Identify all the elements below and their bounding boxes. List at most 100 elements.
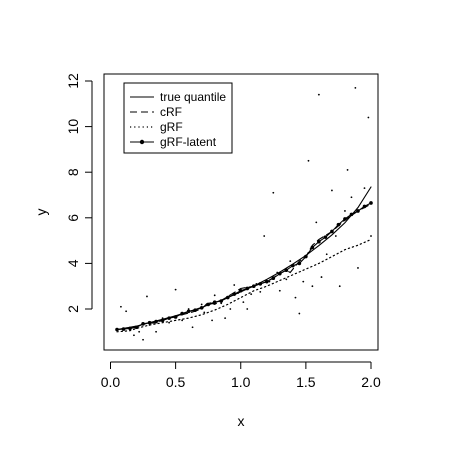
data-point xyxy=(298,312,301,315)
series-point-gRF-latent xyxy=(343,217,347,221)
data-point xyxy=(224,317,227,320)
data-point xyxy=(211,319,213,322)
data-point xyxy=(187,308,190,310)
series-point-gRF-latent xyxy=(212,300,217,304)
series-point-gRF-latent xyxy=(369,201,373,205)
series-point-gRF-latent xyxy=(225,295,230,300)
series-point-gRF-latent xyxy=(251,284,256,289)
data-point xyxy=(354,86,357,89)
data-point xyxy=(357,267,359,269)
series-point-gRF-latent xyxy=(128,326,132,331)
series-point-gRF-latent xyxy=(284,268,289,273)
series-point-gRF-latent xyxy=(310,245,315,250)
data-point xyxy=(315,221,318,224)
series-point-gRF-latent xyxy=(121,327,126,331)
data-point xyxy=(120,305,122,308)
series-point-gRF-latent xyxy=(154,319,158,324)
series-point-gRF-latent xyxy=(336,222,341,227)
series-point-gRF-latent xyxy=(134,325,139,330)
data-point xyxy=(285,278,288,281)
data-point xyxy=(181,319,184,322)
y-axis-title: y xyxy=(33,209,49,216)
data-point xyxy=(146,295,148,298)
series-line-grf xyxy=(116,238,372,333)
data-point xyxy=(278,289,281,292)
data-point xyxy=(307,159,310,162)
data-point xyxy=(142,338,144,341)
series-point-gRF-latent xyxy=(173,315,178,319)
data-point xyxy=(213,294,216,297)
y-tick-label: 12 xyxy=(65,73,81,89)
series-point-gRF-latent xyxy=(330,229,334,234)
plot-area xyxy=(115,86,373,341)
series-point-gRF-latent xyxy=(238,288,243,293)
data-point xyxy=(246,308,249,310)
series-point-gRF-latent xyxy=(167,316,171,320)
data-point xyxy=(203,311,206,314)
series-point-gRF-latent xyxy=(199,306,204,310)
x-axis-title: x xyxy=(238,413,245,429)
data-point xyxy=(320,276,323,278)
data-point xyxy=(370,235,372,237)
series-point-gRF-latent xyxy=(323,235,328,239)
data-point xyxy=(338,285,341,288)
x-tick-label: 1.0 xyxy=(231,374,251,390)
data-point xyxy=(325,253,328,256)
data-point xyxy=(367,116,370,119)
legend-swatch-point xyxy=(139,139,145,145)
data-point xyxy=(161,317,164,320)
data-point xyxy=(242,301,245,304)
legend-label: gRF-latent xyxy=(160,135,217,149)
series-point-gRF-latent xyxy=(193,308,197,312)
data-point xyxy=(174,288,177,291)
x-tick-label: 1.5 xyxy=(296,374,316,390)
series-point-gRF-latent xyxy=(160,318,165,323)
data-point xyxy=(263,235,266,237)
series-point-gRF-latent xyxy=(304,254,308,259)
y-tick-label: 10 xyxy=(65,119,81,135)
data-point xyxy=(363,187,366,190)
series-point-gRF-latent xyxy=(264,279,269,284)
series-line-grf-latent xyxy=(116,202,372,331)
data-point xyxy=(200,303,203,306)
data-point xyxy=(250,293,253,296)
legend-label: gRF xyxy=(160,120,183,134)
series-point-gRF-latent xyxy=(297,261,302,266)
series-point-gRF-latent xyxy=(232,292,237,296)
series-point-gRF-latent xyxy=(141,322,145,326)
data-point xyxy=(344,210,346,212)
data-point xyxy=(289,260,292,263)
series-point-gRF-latent xyxy=(147,320,152,325)
data-point xyxy=(233,284,236,286)
series-point-gRF-latent xyxy=(258,282,263,286)
series-point-gRF-latent xyxy=(271,276,276,281)
series-point-gRF-latent xyxy=(186,309,191,314)
plot-frame xyxy=(103,73,379,351)
data-point xyxy=(294,296,297,299)
data-point xyxy=(220,302,223,305)
legend-label: true quantile xyxy=(160,90,226,104)
data-point xyxy=(259,291,262,293)
series-point-gRF-latent xyxy=(291,263,295,268)
series-point-gRF-latent xyxy=(362,204,367,209)
legend-label: cRF xyxy=(160,105,182,119)
series-point-gRF-latent xyxy=(180,311,184,316)
data-point xyxy=(268,280,271,283)
data-point xyxy=(334,235,337,237)
data-point xyxy=(133,334,135,337)
x-tick-label: 0.0 xyxy=(101,374,121,390)
series-point-gRF-latent xyxy=(206,302,210,307)
y-tick-label: 6 xyxy=(65,214,81,222)
data-point xyxy=(155,330,157,333)
data-point xyxy=(191,326,194,329)
data-point xyxy=(331,189,333,192)
data-point xyxy=(272,191,275,194)
x-tick-label: 2.0 xyxy=(361,374,381,390)
data-point xyxy=(317,93,320,96)
data-point xyxy=(350,196,353,199)
axes-layer: 0.0 0.5 1.0 1.5 2.0 2 4 6 8 10 12 x y xyxy=(33,73,381,429)
series-point-gRF-latent xyxy=(349,212,354,217)
